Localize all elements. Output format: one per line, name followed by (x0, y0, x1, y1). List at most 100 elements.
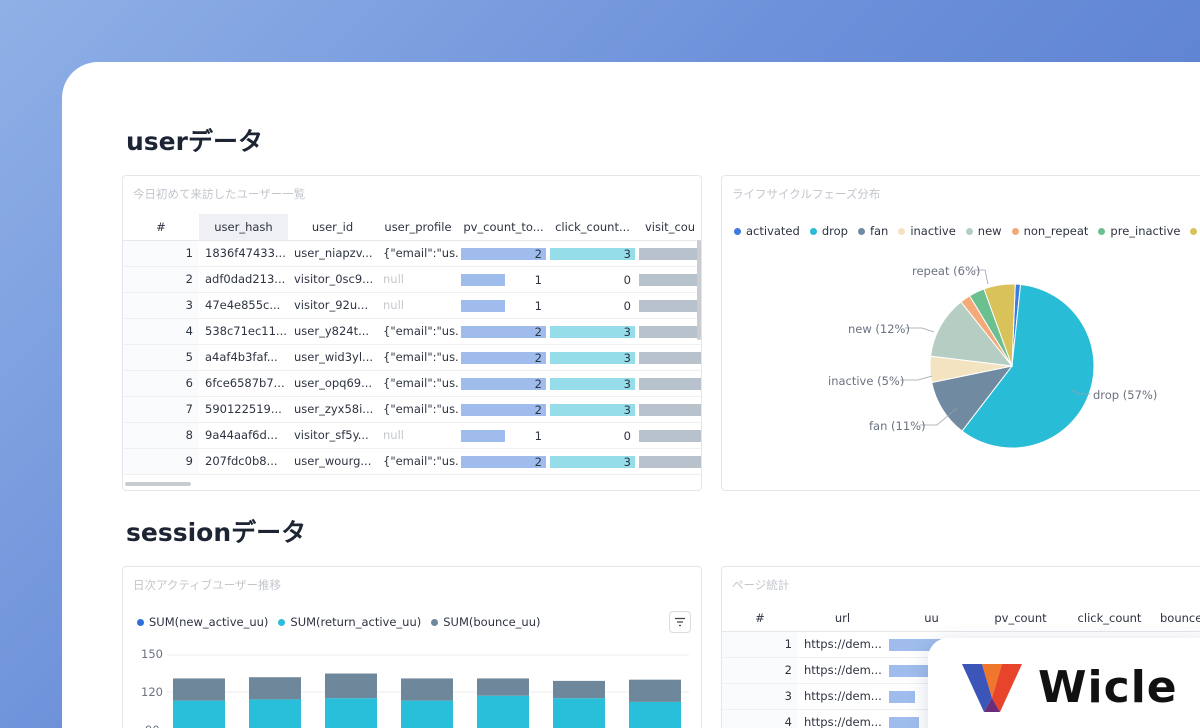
legend-item[interactable]: new (965, 224, 1002, 238)
col-header[interactable]: user_id (288, 214, 377, 241)
col-header[interactable]: click_count (1065, 605, 1154, 632)
bar-segment[interactable] (629, 679, 681, 702)
bar-segment[interactable] (401, 700, 453, 728)
pv-count-bar (461, 325, 546, 338)
table-row[interactable]: 9 207fdc0b8... user_wourg... {"email":"us..… (123, 448, 701, 475)
pv-count-value: 2 (534, 246, 542, 261)
visit-count-cell (637, 422, 701, 449)
pv-count-value: 2 (534, 376, 542, 391)
legend-dot (809, 227, 817, 235)
row-number: 7 (123, 396, 199, 423)
legend-item[interactable]: drop (809, 224, 848, 238)
pie-slice-drop[interactable] (961, 283, 1095, 449)
table-row[interactable]: 6 6fce6587b7... user_opq69... {"email":"us.… (123, 370, 701, 397)
legend-item[interactable]: SUM(bounce_uu) (431, 615, 541, 629)
brand-name: Wicle (1038, 662, 1178, 713)
col-header[interactable]: # (123, 214, 199, 241)
bar-segment[interactable] (173, 678, 225, 701)
bar-segment[interactable] (325, 698, 377, 728)
click-count-cell: 0 (548, 292, 637, 319)
table-row[interactable]: 8 9a44aaf6d... visitor_sf5y... null 1 0 (123, 422, 701, 449)
pv-count-bar (461, 273, 505, 286)
table-row[interactable]: 3 47e4e855c... visitor_92u... null 1 0 (123, 292, 701, 319)
pv-count-cell: 2 (459, 448, 548, 475)
pie-slice-new[interactable] (930, 301, 1014, 367)
table-row[interactable]: 4 538c71ec11... user_y824t... {"email":"us.… (123, 318, 701, 345)
row-number: 3 (722, 683, 798, 710)
pie-leader-line (905, 327, 935, 333)
click-count-bar (550, 403, 635, 416)
table-row[interactable]: 1 1836f47433... user_niapzv... {"email":"us… (123, 240, 701, 267)
click-count-value: 3 (623, 402, 631, 417)
visit-count-cell (637, 292, 701, 319)
bar-segment[interactable] (249, 699, 301, 728)
bar-segment[interactable] (173, 700, 225, 728)
legend-dot (278, 618, 286, 626)
legend-label: SUM(return_active_uu) (290, 615, 422, 629)
legend-item[interactable]: non_repeat (1011, 224, 1089, 238)
legend-item[interactable]: activated (734, 224, 800, 238)
click-count-cell: 3 (548, 318, 637, 345)
pv-count-bar (461, 299, 505, 312)
pv-count-bar (461, 351, 546, 364)
table-row[interactable]: 5 a4af4b3faf... user_wid3yl... {"email":"us… (123, 344, 701, 371)
col-header[interactable]: pv_count_to... (459, 214, 548, 241)
bar-segment[interactable] (249, 677, 301, 700)
pv-count-cell: 2 (459, 396, 548, 423)
pie-leader-line (900, 375, 933, 381)
col-header[interactable]: user_hash (199, 214, 288, 241)
bar-segment[interactable] (401, 678, 453, 701)
user-hash-cell: 207fdc0b8... (199, 448, 288, 475)
visit-count-bar (639, 247, 701, 260)
pie-slice-repeat[interactable] (983, 283, 1016, 367)
legend-item[interactable]: repeat (1190, 224, 1200, 238)
pv-count-value: 2 (534, 454, 542, 469)
visit-count-bar (639, 273, 701, 286)
bar-segment[interactable] (325, 673, 377, 699)
col-header[interactable]: click_count... (548, 214, 637, 241)
row-number: 4 (123, 318, 199, 345)
filter-button[interactable] (669, 611, 691, 633)
table-row[interactable]: 2 adf0dad213... visitor_0sc9... null 1 0 (123, 266, 701, 293)
bar-segment[interactable] (477, 678, 529, 696)
col-header[interactable]: url (798, 605, 887, 632)
col-header[interactable]: visit_cou (637, 214, 701, 241)
legend-item[interactable]: SUM(new_active_uu) (137, 615, 268, 629)
legend-item[interactable]: fan (857, 224, 888, 238)
vertical-scrollbar[interactable] (697, 240, 701, 340)
legend-item[interactable]: pre_inactive (1098, 224, 1180, 238)
col-header[interactable]: uu (887, 605, 976, 632)
url-cell: https://dem... (798, 683, 887, 710)
bar-segment[interactable] (553, 698, 605, 728)
user-id-cell: user_wourg... (288, 448, 377, 475)
user-profile-cell: {"email":"us... (377, 370, 459, 397)
table-row[interactable]: 7 590122519... user_zyx58i... {"email":"us.… (123, 396, 701, 423)
legend-label: SUM(bounce_uu) (443, 615, 541, 629)
bar-segment[interactable] (629, 701, 681, 728)
row-number: 9 (123, 448, 199, 475)
user-profile-cell: null (377, 422, 459, 449)
click-count-value: 0 (623, 298, 631, 313)
col-header[interactable]: pv_count (976, 605, 1065, 632)
legend-item[interactable]: SUM(return_active_uu) (278, 615, 421, 629)
url-cell: https://dem... (798, 631, 887, 658)
click-count-bar (550, 325, 635, 338)
click-count-value: 3 (623, 350, 631, 365)
legend-item[interactable]: inactive (898, 224, 956, 238)
bar-segment[interactable] (553, 680, 605, 699)
col-header[interactable]: # (722, 605, 798, 632)
pie-legend: activated drop fan inactive new non_repeat pre… (734, 224, 1200, 238)
user-table-scroll[interactable]: # user_hash user_id user_profile pv_coun… (123, 214, 701, 486)
legend-dot (1098, 227, 1106, 235)
user-profile-cell: {"email":"us... (377, 396, 459, 423)
row-number: 2 (123, 266, 199, 293)
col-header[interactable]: bounce (1154, 605, 1200, 632)
pv-count-bar (461, 429, 505, 442)
legend-label: non_repeat (1023, 224, 1089, 238)
visit-count-cell (637, 318, 701, 345)
horizontal-scrollbar[interactable] (125, 482, 191, 486)
col-header[interactable]: user_profile (377, 214, 459, 241)
bar-segment[interactable] (477, 695, 529, 728)
legend-label: inactive (910, 224, 956, 238)
uu-bar (889, 690, 915, 703)
